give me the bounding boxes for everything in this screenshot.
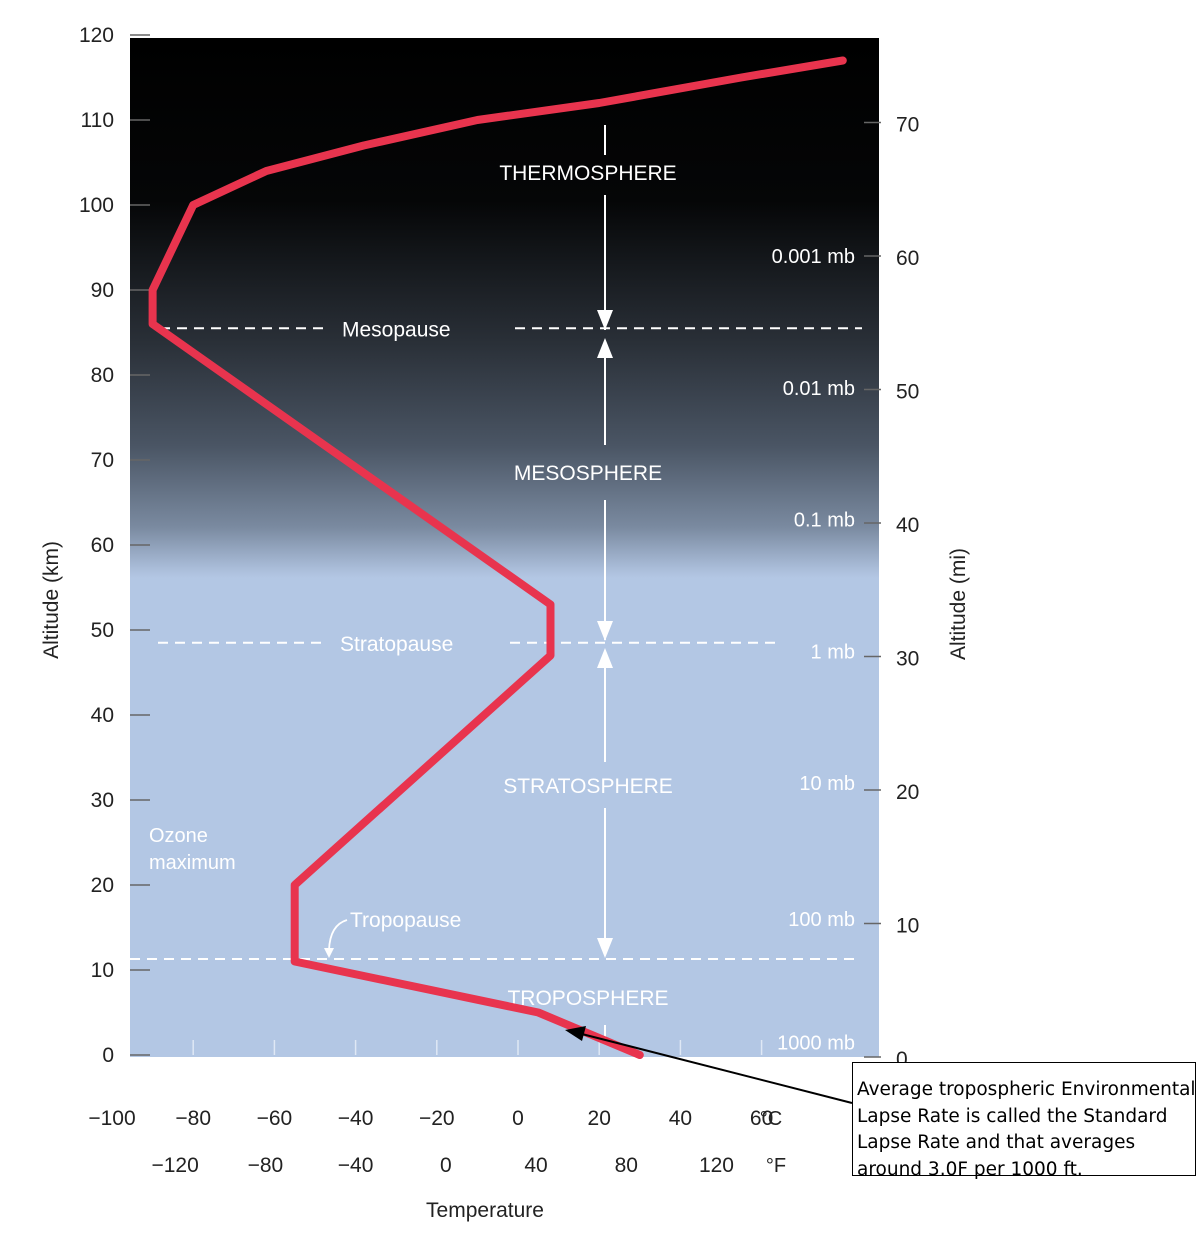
- tropopause-callout-line: [328, 919, 348, 951]
- y-tick-label-km-30: 30: [91, 789, 114, 812]
- note-line-4: around 3.0F per 1000 ft.: [857, 1158, 1083, 1180]
- y-tick-label-km-50: 50: [91, 619, 114, 642]
- y2-tick-label-mi-50: 50: [896, 381, 919, 404]
- sky-background: [130, 38, 879, 1057]
- arrow-strato-up-head: [597, 648, 613, 668]
- layer-label-thermosphere: THERMOSPHERE: [499, 162, 676, 185]
- y-tick-label-km-100: 100: [79, 194, 114, 217]
- pressure-label-10-mb: 10 mb: [799, 773, 855, 795]
- y-tick-label-km-0: 0: [102, 1044, 114, 1067]
- x-axis-title: Temperature: [426, 1199, 544, 1222]
- x-tick-label-f-0: 0: [440, 1154, 452, 1177]
- arrow-thermo-down-head: [597, 310, 613, 330]
- y-tick-label-km-90: 90: [91, 279, 114, 302]
- y-axis-title: Altitude (km): [40, 541, 63, 659]
- y-tick-label-km-20: 20: [91, 874, 114, 897]
- x-tick-label-f--80: −80: [248, 1154, 284, 1177]
- x-tick-label-c--100: −100: [88, 1107, 135, 1130]
- y2-tick-label-mi-0: 0: [896, 1048, 908, 1071]
- arrow-meso-down-head: [597, 621, 613, 641]
- x-tick-label-c-40: 40: [669, 1107, 692, 1130]
- layer-label-troposphere: TROPOSPHERE: [507, 987, 668, 1010]
- pressure-label-0-1-mb: 0.1 mb: [794, 510, 855, 532]
- y-tick-label-km-40: 40: [91, 704, 114, 727]
- pressure-label-1000-mb: 1000 mb: [777, 1032, 855, 1054]
- pressure-label-100-mb: 100 mb: [788, 909, 855, 931]
- y-tick-label-km-110: 110: [81, 109, 114, 132]
- boundary-label-stratopause: Stratopause: [340, 633, 453, 656]
- x-tick-label-c-20: 20: [588, 1107, 611, 1130]
- y2-tick-label-mi-20: 20: [896, 781, 919, 804]
- y2-tick-label-mi-10: 10: [896, 915, 919, 938]
- pressure-label-1-mb: 1 mb: [811, 641, 855, 663]
- x-tick-label-f-80: 80: [615, 1154, 638, 1177]
- ozone-label-line2: maximum: [149, 852, 236, 874]
- y2-axis-title: Altitude (mi): [947, 548, 970, 660]
- y-tick-label-km-60: 60: [91, 534, 114, 557]
- x-tick-label-c-0: 0: [512, 1107, 524, 1130]
- x-unit-fahrenheit: °F: [766, 1155, 786, 1177]
- boundary-label-tropopause: Tropopause: [350, 909, 461, 932]
- y-tick-label-km-10: 10: [91, 959, 114, 982]
- x-tick-label-c--60: −60: [257, 1107, 293, 1130]
- tropopause-callout-arrowhead: [324, 948, 334, 958]
- note-line-1: Average tropospheric Environmental: [857, 1079, 1196, 1100]
- arrow-meso-up-head: [597, 338, 613, 358]
- note-line-3: Lapse Rate and that averages: [857, 1132, 1136, 1153]
- lapse-rate-note-box: Average tropospheric Environmental Lapse…: [852, 1062, 1196, 1180]
- layer-label-stratosphere: STRATOSPHERE: [503, 775, 673, 798]
- x-tick-label-f-120: 120: [699, 1154, 734, 1177]
- boundary-label-mesopause: Mesopause: [342, 318, 451, 341]
- x-tick-label-c--40: −40: [338, 1107, 374, 1130]
- pressure-label-0-01-mb: 0.01 mb: [783, 378, 855, 400]
- x-unit-celsius: °C: [760, 1108, 782, 1130]
- x-tick-label-c-60: 60: [750, 1107, 773, 1130]
- pressure-label-0-001-mb: 0.001 mb: [772, 246, 855, 268]
- y2-tick-label-mi-40: 40: [896, 514, 919, 537]
- y2-tick-label-mi-30: 30: [896, 648, 919, 671]
- y2-tick-label-mi-60: 60: [896, 247, 919, 270]
- x-tick-label-f-40: 40: [524, 1154, 547, 1177]
- x-tick-label-c--20: −20: [419, 1107, 455, 1130]
- note-line-2: Lapse Rate is called the Standard: [857, 1105, 1168, 1127]
- y-tick-label-km-70: 70: [91, 449, 114, 472]
- x-tick-label-f--120: −120: [151, 1154, 198, 1177]
- y-tick-label-km-120: 120: [79, 24, 114, 47]
- x-tick-label-f--40: −40: [338, 1154, 374, 1177]
- layer-label-mesosphere: MESOSPHERE: [514, 462, 662, 485]
- y-tick-label-km-80: 80: [91, 364, 114, 387]
- ozone-label-line1: Ozone: [149, 825, 208, 847]
- note-pointer-line: [577, 1032, 853, 1104]
- x-tick-label-c--80: −80: [175, 1107, 211, 1130]
- note-pointer-arrowhead: [565, 1026, 586, 1041]
- arrow-strato-down-head: [597, 938, 613, 958]
- y2-tick-label-mi-70: 70: [896, 114, 919, 137]
